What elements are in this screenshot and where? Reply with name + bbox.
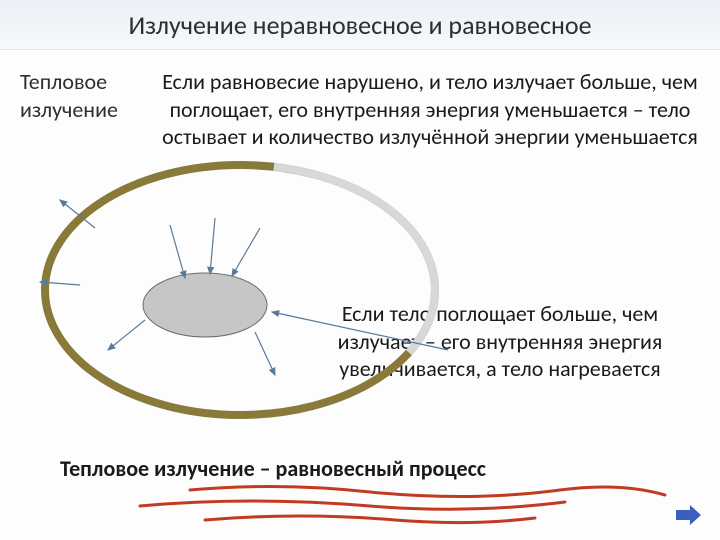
- next-slide-icon[interactable]: [674, 504, 702, 526]
- page-title: Излучение неравновесное и равновесное: [128, 9, 591, 41]
- radiation-diagram: [0, 50, 720, 540]
- content-area: Тепловое излучение Если равновесие наруш…: [0, 50, 720, 540]
- title-bar: Излучение неравновесное и равновесное: [0, 0, 720, 50]
